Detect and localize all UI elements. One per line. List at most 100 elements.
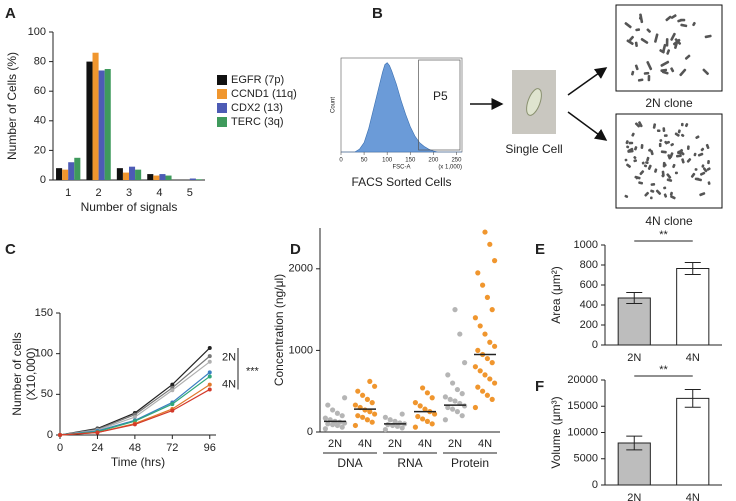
chromosome <box>678 151 683 155</box>
point <box>132 422 137 427</box>
legend-swatch <box>217 103 227 113</box>
bar <box>135 169 142 180</box>
legend-swatch <box>217 117 227 127</box>
point <box>480 282 486 288</box>
chromosome <box>643 164 648 168</box>
bar <box>104 69 111 180</box>
chromosome <box>686 158 692 163</box>
chromosome <box>675 154 682 158</box>
y-tick-label: 100 <box>28 26 46 38</box>
chromosome <box>695 177 702 182</box>
point <box>355 413 361 419</box>
point <box>385 422 391 428</box>
chromosome <box>647 164 652 170</box>
panel-letter: D <box>290 241 301 258</box>
x-tick-label: 48 <box>129 442 141 454</box>
chromosome <box>681 158 685 164</box>
x-tick-label: 24 <box>91 442 103 454</box>
y-tick-label: 40 <box>34 115 46 127</box>
chromosome <box>693 152 697 157</box>
point <box>95 430 100 435</box>
bar <box>189 178 196 180</box>
point <box>487 339 493 345</box>
clone-image <box>615 4 723 92</box>
chromosome <box>663 134 668 137</box>
point <box>450 380 456 386</box>
x-tick-label: 4N <box>418 438 432 450</box>
clone-label: 2N clone <box>645 96 693 110</box>
y-axis-label: Volume (μm³) <box>549 396 563 468</box>
chromosome <box>670 67 675 73</box>
y-tick-label: 20000 <box>567 374 598 386</box>
y-tick-label: 600 <box>580 279 598 291</box>
y-tick-label: 0 <box>592 479 598 491</box>
panel-letter: A <box>5 5 16 22</box>
point <box>207 374 212 379</box>
legend-label: EGFR (7p) <box>231 74 284 86</box>
point <box>484 294 490 300</box>
y-tick-label: 800 <box>580 259 598 271</box>
y-tick-label: 0 <box>592 339 598 351</box>
chromosome <box>647 75 651 82</box>
annotation: 4N <box>222 378 236 390</box>
y-tick-label: 5000 <box>574 453 598 465</box>
group-label: DNA <box>337 456 362 470</box>
point <box>462 403 468 409</box>
chromosome <box>662 127 666 132</box>
chromosome <box>650 182 656 186</box>
point <box>367 378 373 385</box>
significance: ** <box>659 364 668 376</box>
point <box>412 424 418 430</box>
point <box>342 395 348 401</box>
point <box>352 422 358 429</box>
chromosome <box>670 14 677 19</box>
chromosome <box>679 68 687 77</box>
chromosome <box>670 195 676 200</box>
point <box>450 406 456 412</box>
chromosome <box>640 144 644 149</box>
point <box>339 413 345 419</box>
bar <box>153 175 160 180</box>
point <box>322 415 328 421</box>
chromosome <box>680 122 684 127</box>
chromosome <box>645 161 649 165</box>
point <box>424 390 430 396</box>
point <box>334 410 340 416</box>
x-tick-label: 150 <box>405 158 416 164</box>
chromosome <box>637 78 644 82</box>
point <box>322 426 328 432</box>
group-label: Protein <box>451 456 489 470</box>
x-axis-label: Time (hrs) <box>111 455 165 469</box>
point <box>360 414 366 420</box>
x-tick-label: 200 <box>428 158 439 164</box>
chromosome <box>656 129 661 133</box>
chromosome <box>672 163 676 169</box>
y-tick-label: 0 <box>40 174 46 186</box>
panel-letter: B <box>372 5 383 22</box>
x-axis-unit: (x 1,000) <box>438 165 462 171</box>
chromosome <box>697 152 704 157</box>
point <box>487 241 493 247</box>
point <box>429 395 435 401</box>
chromosome <box>646 28 651 33</box>
x-tick-label: 0 <box>339 158 343 164</box>
chromosome <box>680 23 688 28</box>
panel-letter: F <box>535 378 544 395</box>
x-tick-label: 3 <box>126 187 132 199</box>
chromosome <box>677 18 683 23</box>
x-tick-label: 50 <box>361 158 368 164</box>
x-tick-label: 2N <box>627 492 641 501</box>
point <box>207 359 212 364</box>
y-tick-label: 10000 <box>567 426 598 438</box>
point <box>482 229 488 235</box>
chromosome <box>646 156 650 162</box>
chromosome <box>701 164 705 168</box>
point <box>475 347 481 353</box>
x-tick-label: 4N <box>358 438 372 450</box>
chromosome <box>699 171 706 176</box>
point <box>457 331 463 337</box>
chromosome <box>662 161 666 168</box>
point <box>442 417 448 423</box>
bar <box>617 297 651 346</box>
